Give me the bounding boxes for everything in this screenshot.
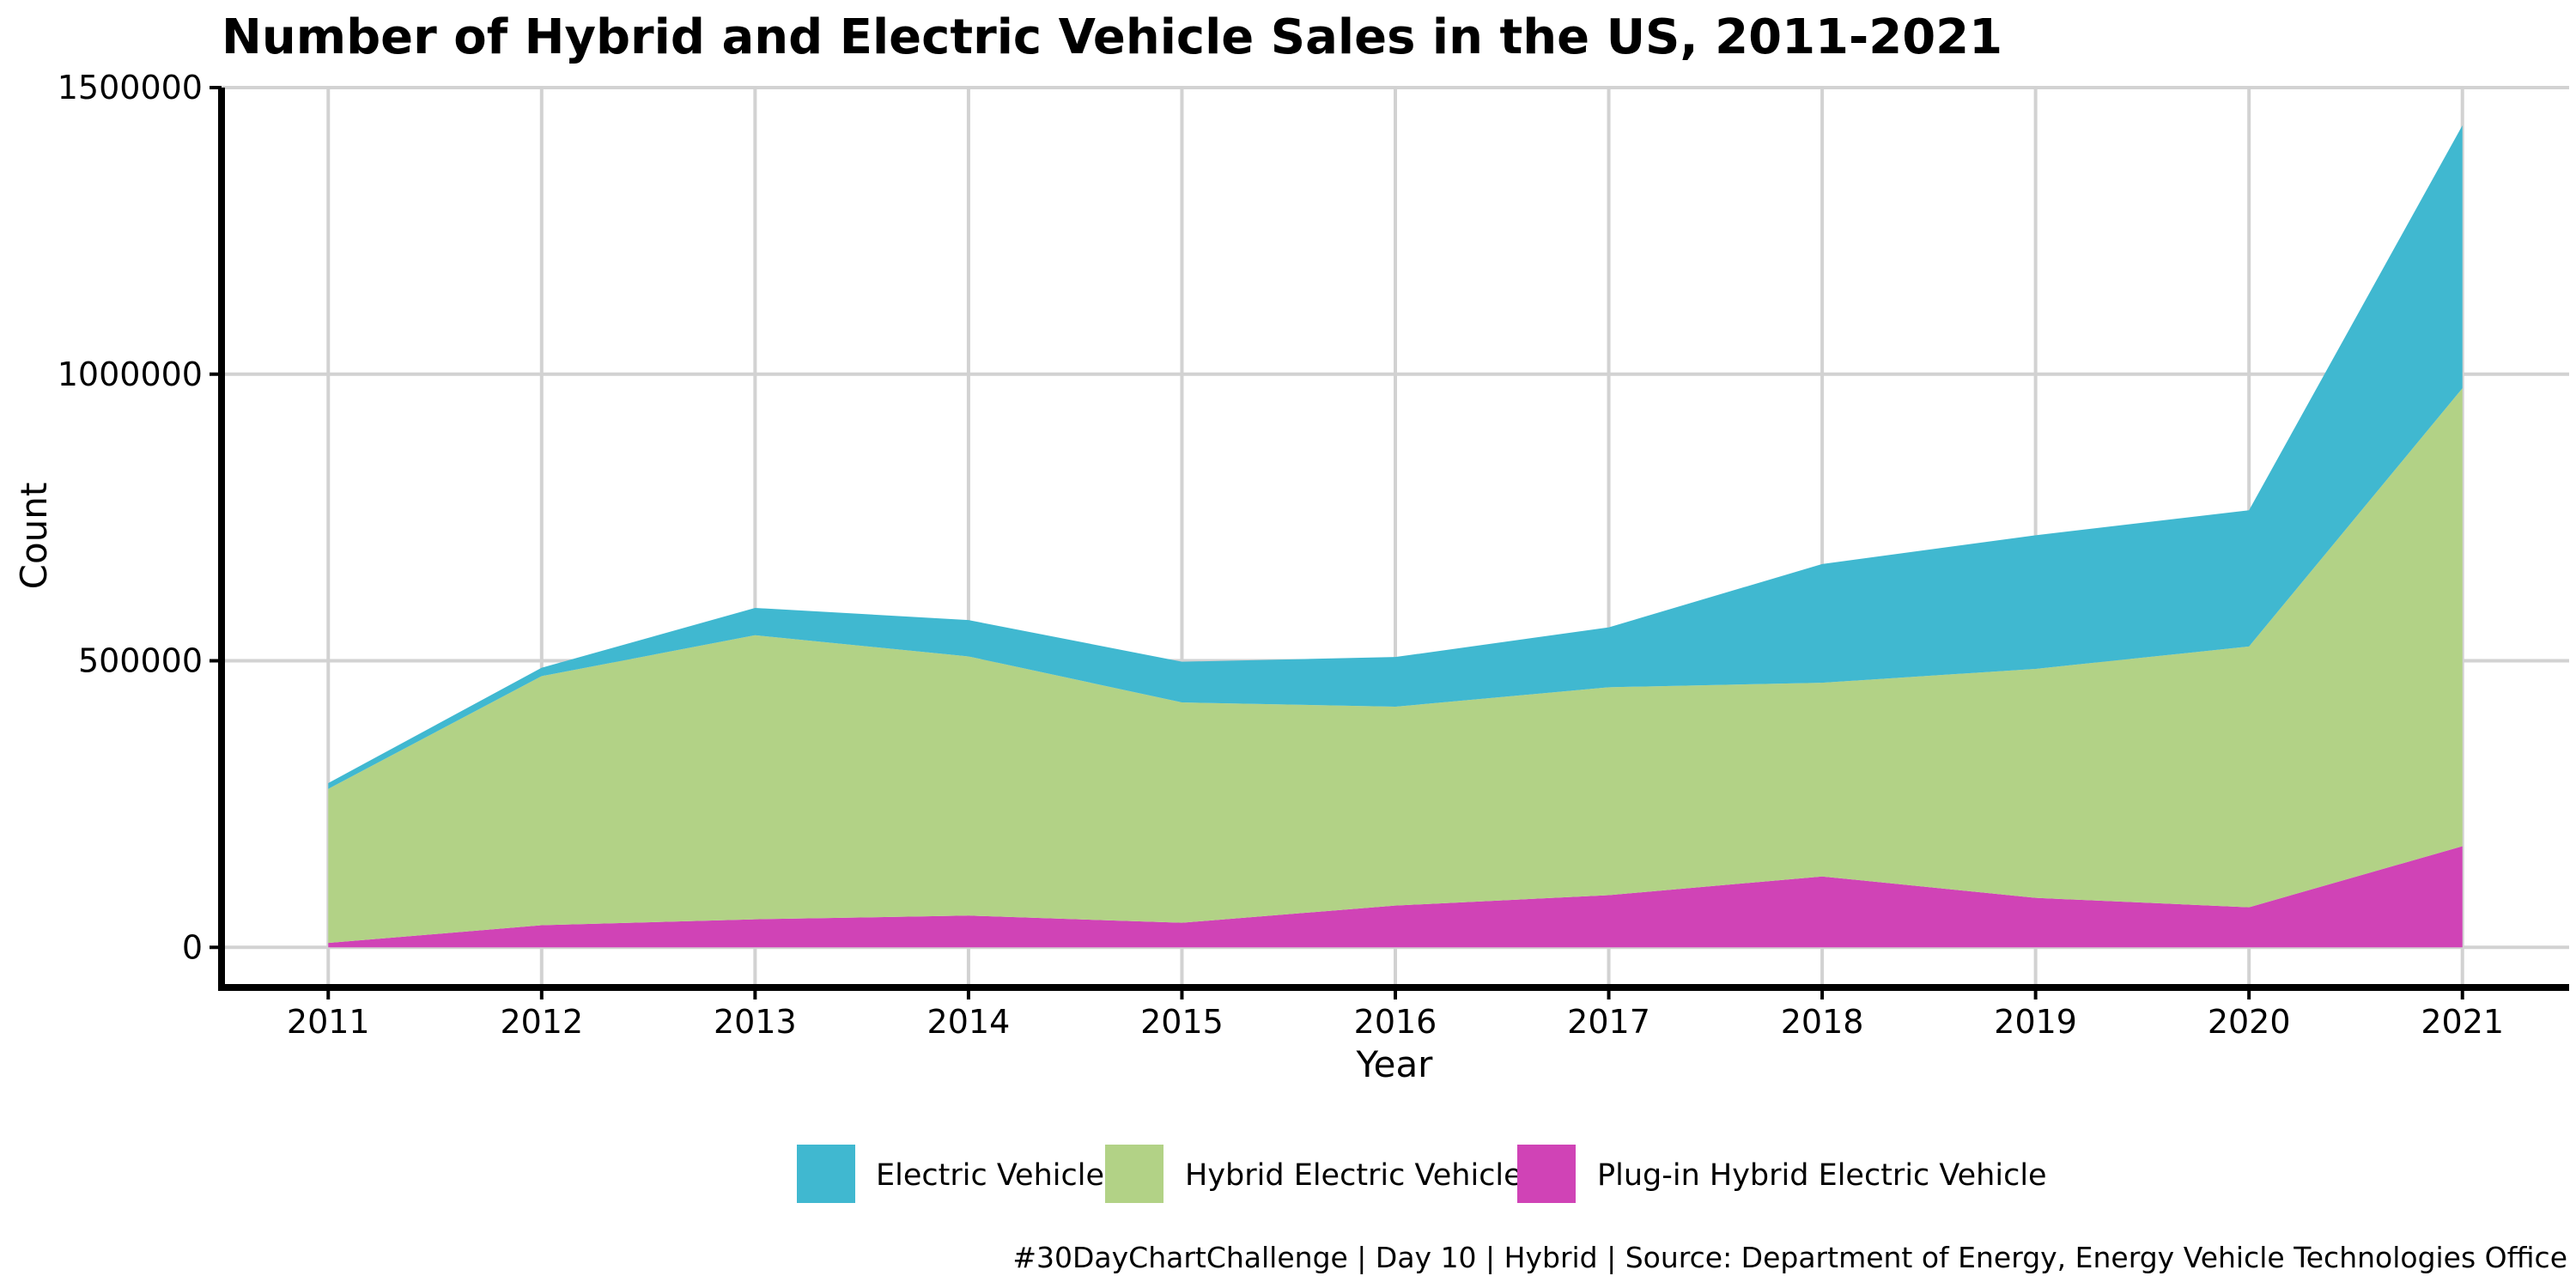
x-tick-label: 2012 bbox=[500, 1003, 583, 1041]
y-tick-label: 1000000 bbox=[58, 355, 203, 393]
legend-label-hybrid-electric-vehicle: Hybrid Electric Vehicle bbox=[1185, 1158, 1522, 1193]
x-axis-title: Year bbox=[1356, 1043, 1434, 1085]
plot-areas bbox=[328, 125, 2463, 948]
legend-key-hybrid-electric-vehicle bbox=[1105, 1145, 1163, 1203]
x-tick-label: 2019 bbox=[1994, 1003, 2077, 1041]
axes: 0 500000 1000000 1500000 2011 2012 2013 2014 201… bbox=[58, 69, 2569, 1041]
x-tick-label: 2011 bbox=[287, 1003, 370, 1041]
x-tick-label: 2018 bbox=[1781, 1003, 1864, 1041]
legend: Electric Vehicle Hybrid Electric Vehicle P… bbox=[797, 1145, 2047, 1203]
y-axis-title: Count bbox=[13, 483, 55, 590]
chart-title: Number of Hybrid and Electric Vehicle Sa… bbox=[222, 9, 2002, 65]
legend-key-plug-in-hybrid-electric-vehicle bbox=[1517, 1145, 1576, 1203]
x-tick-label: 2013 bbox=[714, 1003, 797, 1041]
y-tick-label: 500000 bbox=[78, 642, 203, 680]
legend-key-electric-vehicle bbox=[797, 1145, 855, 1203]
x-tick-label: 2020 bbox=[2208, 1003, 2291, 1041]
area-electric-vehicle bbox=[328, 125, 2463, 789]
legend-label-plug-in-hybrid-electric-vehicle: Plug-in Hybrid Electric Vehicle bbox=[1597, 1158, 2047, 1193]
y-tick-label: 1500000 bbox=[58, 69, 203, 106]
y-tick-label: 0 bbox=[182, 928, 203, 966]
area-hybrid-electric-vehicle bbox=[328, 388, 2463, 944]
chart-caption: #30DayChartChallenge | Day 10 | Hybrid |… bbox=[1012, 1241, 2567, 1274]
x-tick-label: 2017 bbox=[1567, 1003, 1650, 1041]
x-tick-label: 2016 bbox=[1354, 1003, 1437, 1041]
area-plug-in-hybrid-electric-vehicle bbox=[328, 846, 2463, 948]
x-tick-label: 2014 bbox=[927, 1003, 1011, 1041]
legend-label-electric-vehicle: Electric Vehicle bbox=[876, 1158, 1104, 1193]
x-tick-label: 2015 bbox=[1140, 1003, 1224, 1041]
x-tick-label: 2021 bbox=[2421, 1003, 2504, 1041]
